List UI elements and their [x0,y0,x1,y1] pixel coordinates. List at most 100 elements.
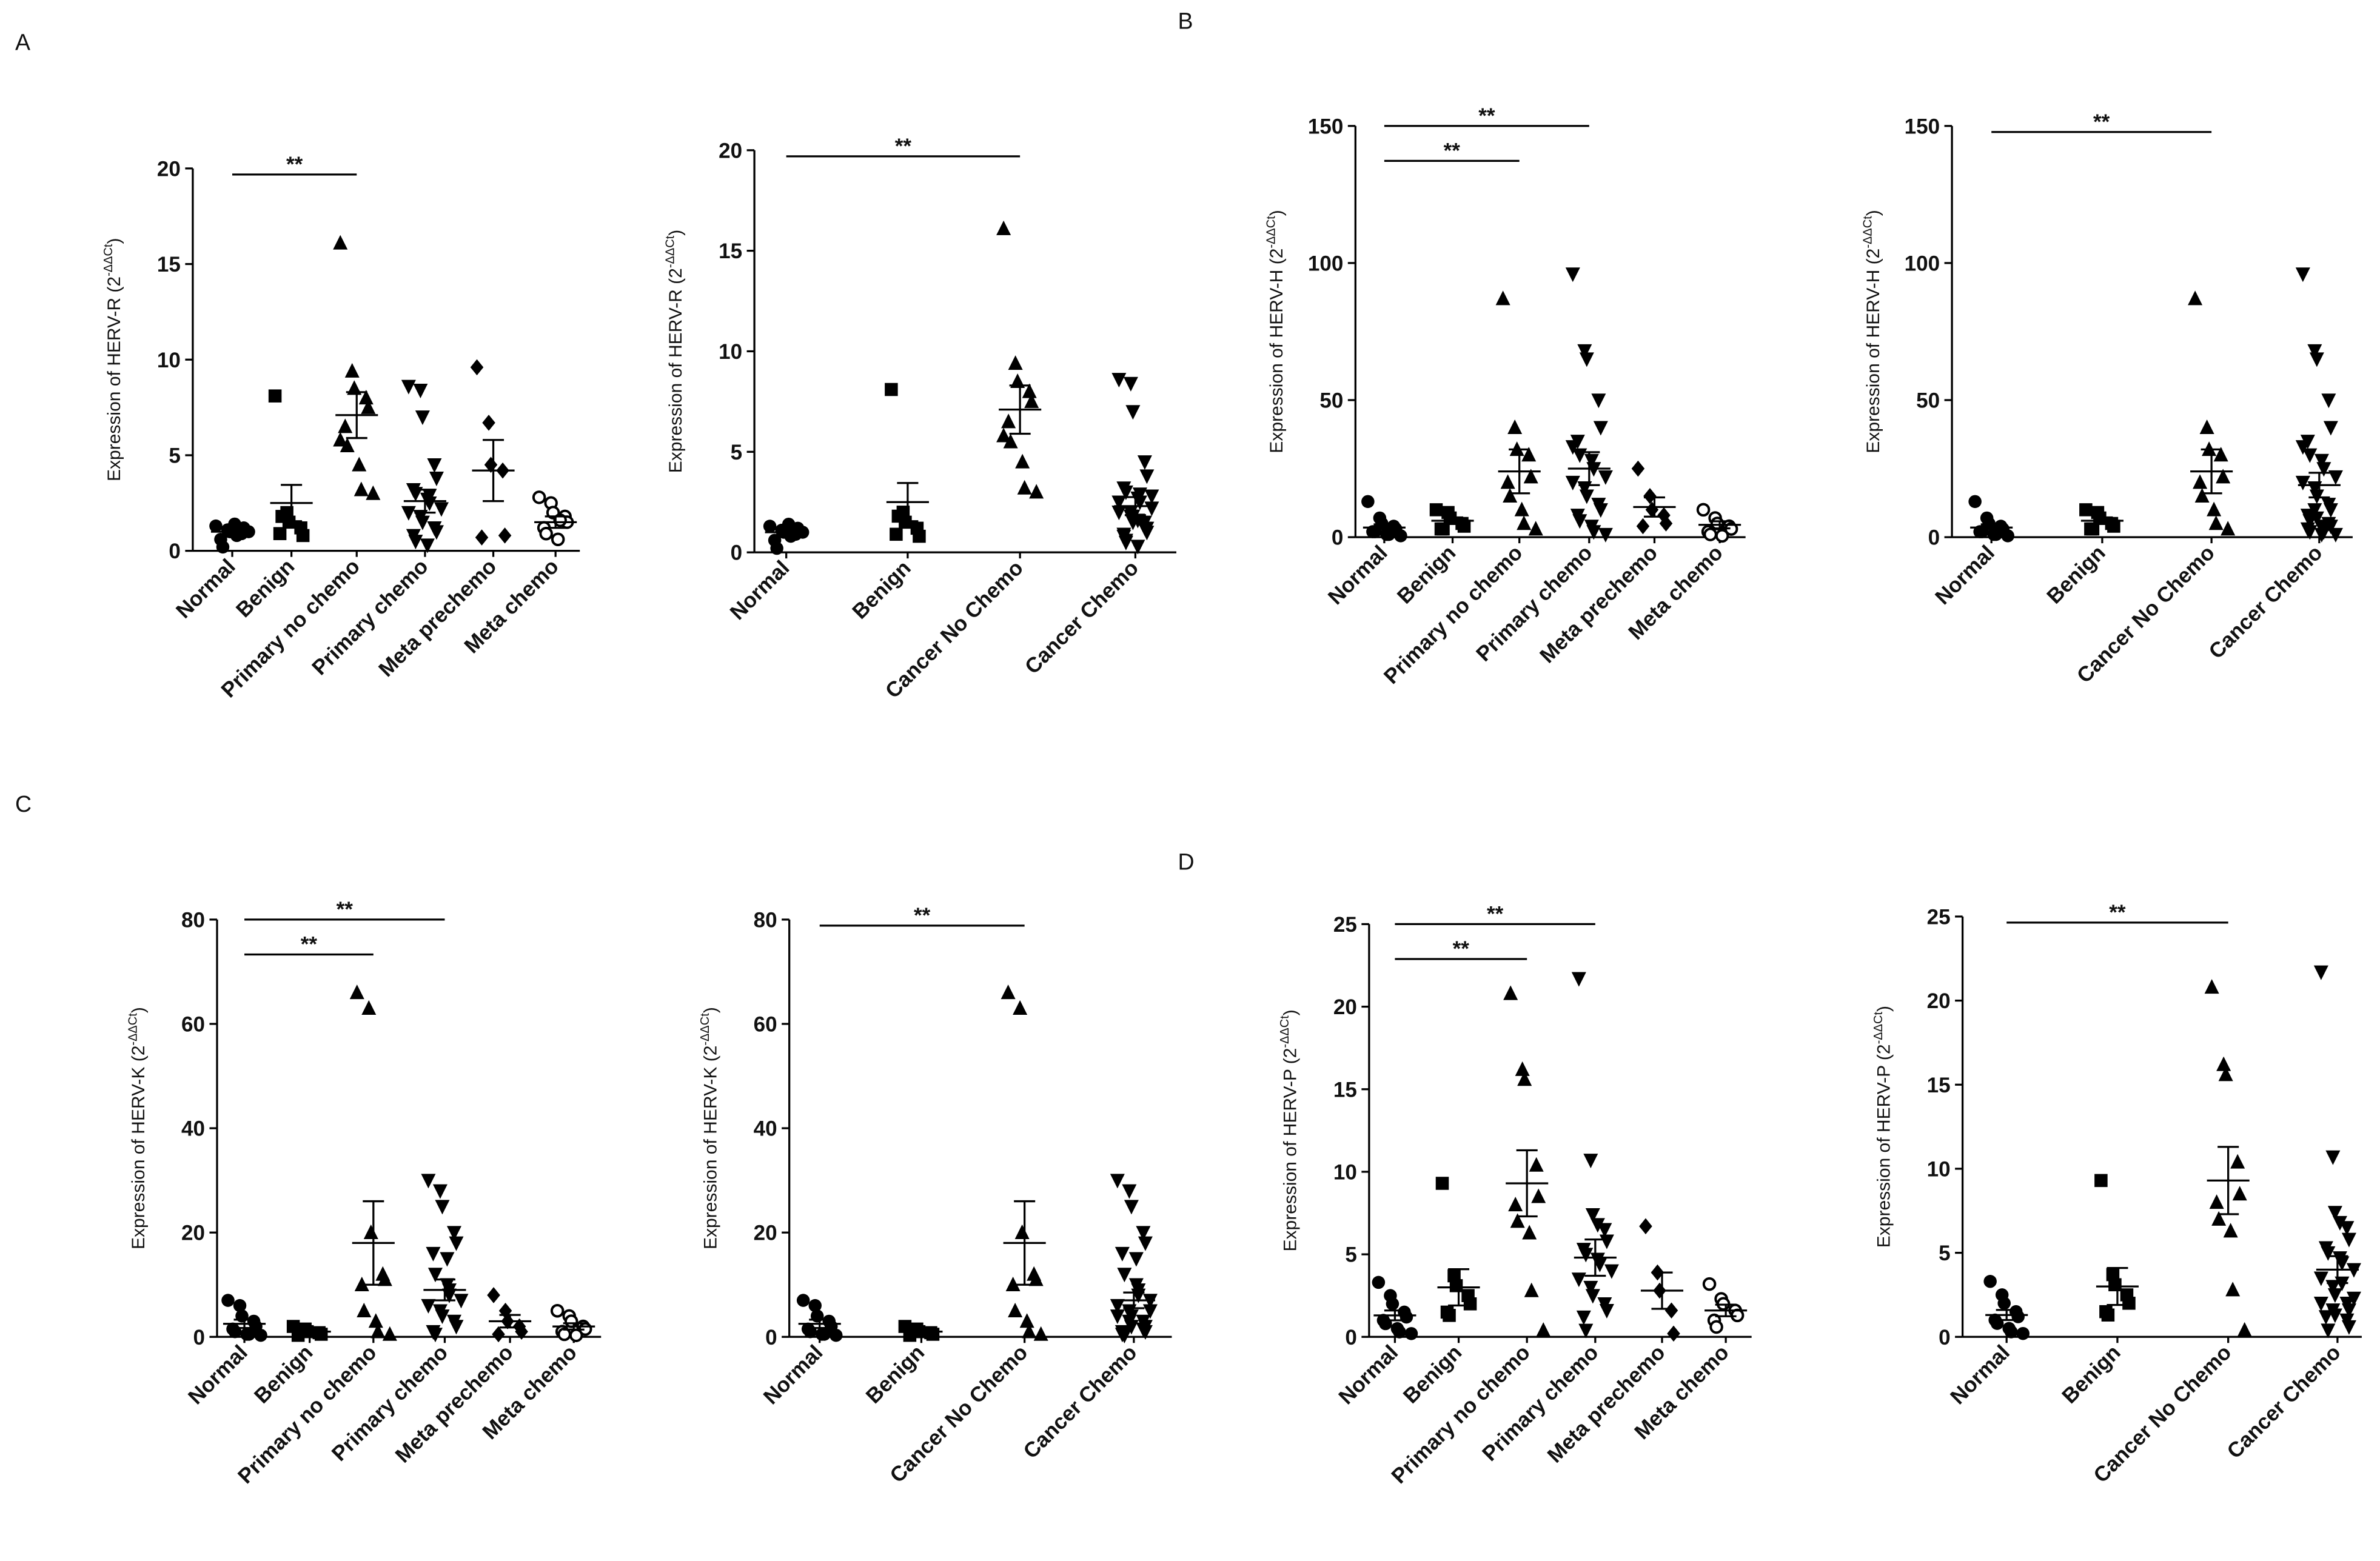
y-tick-label: 20 [754,1222,777,1245]
point [2194,488,2210,503]
point [363,1224,378,1239]
point [1001,984,1016,1000]
point [1003,433,1018,449]
point [1443,1309,1456,1322]
point [1429,503,1443,516]
point [434,502,449,517]
y-axis-label-text: Expression of HERV-R (2 [666,268,686,473]
point [1022,1323,1037,1339]
point [415,515,430,530]
y-axis-label-text: Expression of HERV-H (2 [1863,249,1883,453]
point [1393,1325,1406,1339]
point [1138,1325,1153,1340]
point [2207,501,2222,516]
point [1531,1188,1546,1203]
point [1361,495,1375,509]
significance-label: ** [1453,937,1470,961]
point [1586,525,1601,540]
point [1457,520,1471,533]
point [487,1287,500,1303]
point [2321,393,2336,409]
point [1659,515,1673,532]
point [2332,1215,2347,1231]
point [796,1294,810,1307]
point [1394,529,1407,543]
point [1517,1071,1532,1086]
point [1014,1224,1030,1239]
panel-label: B [1178,8,1193,34]
point [429,525,444,540]
point [1008,1302,1023,1318]
point [2193,474,2208,489]
point [1598,527,1613,543]
point [427,458,442,473]
point [1013,1000,1028,1015]
point [1664,1302,1678,1319]
point [1597,1223,1612,1238]
y-axis-label-sup: -ΔΔCt [663,235,677,268]
y-axis-label-end: ) [1281,1009,1301,1015]
y-axis-label: Expression of HERV-P (2-ΔΔCt) [1278,1009,1301,1251]
point [2323,503,2338,518]
y-axis-label: Expression of HERV-K (2-ΔΔCt) [126,1007,149,1249]
point [1404,1327,1418,1340]
y-axis-label: Expression of HERV-R (2-ΔΔCt) [102,238,124,481]
point [273,527,287,541]
point [1631,460,1645,477]
point [2204,979,2219,994]
y-axis-label-sup: -ΔΔCt [1861,216,1874,249]
point [1379,1317,1392,1331]
point [1577,344,1592,359]
point [1571,972,1586,987]
point [1709,1320,1723,1334]
point [1111,495,1127,510]
point [2094,1174,2108,1188]
point [1117,1328,1132,1343]
y-tick-label: 10 [1927,1157,1951,1181]
point [2328,470,2343,485]
significance-label: ** [286,153,303,176]
point [2295,267,2310,282]
point [1015,453,1030,469]
point [2341,1303,2356,1319]
point [354,1276,369,1292]
y-axis-label-end: ) [666,230,686,236]
point [352,456,367,472]
point [1702,1277,1717,1291]
point [2232,1186,2247,1201]
point [361,1000,377,1015]
y-tick-label: 0 [731,541,742,565]
point [1593,503,1608,518]
point [1132,487,1147,503]
point [1118,485,1133,500]
point [1584,453,1599,469]
point [1523,469,1538,484]
point [1033,1326,1048,1341]
point [1001,413,1016,429]
point [1005,1276,1021,1292]
point [890,527,903,541]
y-tick-label: 20 [1333,995,1357,1019]
point [1130,540,1145,555]
point [1590,1218,1605,1233]
point [1643,488,1657,504]
y-tick-label: 15 [719,239,742,263]
point [2221,521,2236,536]
point [1508,1197,1523,1212]
point [564,1314,578,1328]
significance-label: ** [1478,104,1495,128]
point [361,399,376,414]
y-tick-label: 50 [1916,389,1940,413]
point [1522,1225,1537,1240]
point [344,363,360,378]
point [1968,495,1982,509]
y-axis-label-end: ) [1267,210,1287,216]
point [435,1200,450,1215]
point [2107,520,2120,533]
panel-label: C [15,791,32,817]
point [2079,503,2093,516]
point [1529,1157,1544,1172]
point [1514,501,1529,516]
point [1028,1271,1044,1286]
